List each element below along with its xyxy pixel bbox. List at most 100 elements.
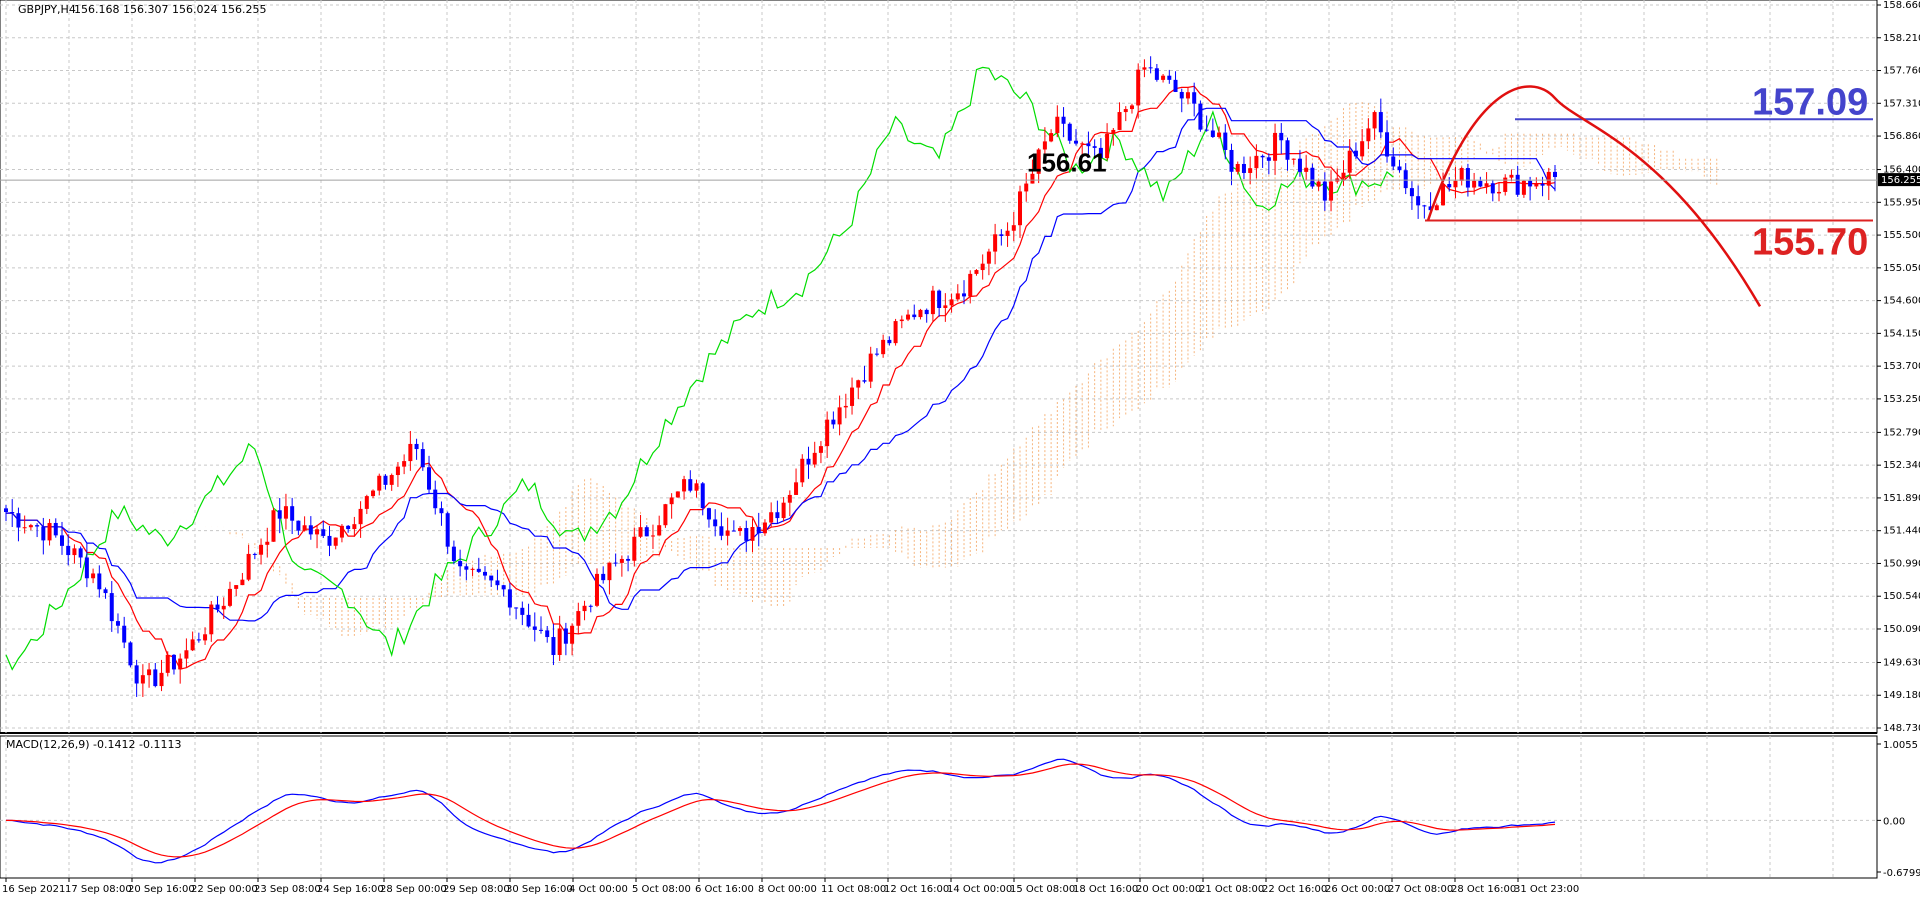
candle-body [980,263,985,271]
candle-body [576,611,581,626]
candle-body [514,607,519,609]
candle-body [1453,180,1458,188]
price-tick-label: 155.500 [1883,230,1920,241]
time-tick-label: 30 Sep 16:00 [506,884,573,895]
candle-body [557,628,562,655]
time-tick-label: 5 Oct 08:00 [632,884,691,895]
candle-body [1447,184,1452,188]
candle-body [464,566,469,570]
candle-body [495,580,500,586]
candle-body [1049,133,1054,142]
price-tick-label: 157.310 [1883,98,1920,109]
candle-body [1422,205,1427,207]
candle-body [246,553,251,580]
candle-body [644,527,649,537]
candle-body [227,588,232,606]
candle-body [290,506,295,521]
candle-body [607,562,612,581]
candle-body [738,528,743,532]
price-tick-label: 158.660 [1883,0,1920,11]
candle-body [1347,150,1352,173]
candle-body [582,605,587,612]
candle-body [570,625,575,644]
candle-body [196,639,201,641]
candle-body [881,339,886,355]
candle-body [103,589,108,594]
candle-body [974,270,979,274]
time-tick-label: 22 Oct 16:00 [1262,884,1327,895]
candle-body [22,527,27,529]
last-price-label: 156.255 [1881,175,1920,186]
candle-body [1341,172,1346,179]
candle-body [1018,191,1023,226]
candle-body [315,529,320,535]
candle-body [1042,141,1047,150]
candle-body [545,630,550,638]
candle-body [1472,180,1477,188]
candle-body [719,526,724,536]
indicator-lines [5,66,1556,671]
candle-body [1235,163,1240,172]
candle-body [1111,129,1116,134]
macd-main-line [5,758,1556,864]
candle-body [271,510,276,542]
candle-body [53,522,58,536]
candle-body [1540,183,1545,186]
price-tick-label: 153.250 [1883,394,1920,405]
candle-body [1360,141,1365,157]
candle-body [725,530,730,536]
price-tick-label: 151.440 [1883,526,1920,537]
candle-body [1297,158,1302,172]
candle-body [1304,167,1309,172]
candle-body [1185,92,1190,99]
candle-body [713,519,718,527]
price-tick-label: 151.890 [1883,493,1920,504]
candle-body [899,319,904,322]
candle-body [930,290,935,315]
macd-panel [5,758,1556,864]
candle-body [663,504,668,526]
price-tick-label: 157.760 [1883,66,1920,77]
annotations: 157.09 155.70 156.61 [1027,81,1873,308]
candle-body [594,573,599,606]
candle-body [72,548,77,556]
candle-body [377,475,382,491]
candle-body [1459,168,1464,181]
candle-body [221,605,226,610]
candles [4,56,1557,697]
candle-body [501,585,506,590]
time-tick-label: 11 Oct 08:00 [821,884,886,895]
candle-body [744,528,749,541]
time-tick-label: 22 Sep 00:00 [191,884,258,895]
candle-body [140,675,145,684]
candle-body [1322,181,1327,201]
candle-body [526,614,531,627]
candle-body [408,443,413,462]
candle-body [682,479,687,492]
price-tick-label: 156.860 [1883,131,1920,142]
candle-body [371,490,376,497]
candle-body [787,494,792,503]
candle-body [843,405,848,408]
candle-body [1285,140,1290,160]
candle-body [806,458,811,465]
candle-body [1528,180,1533,187]
candle-body [800,458,805,483]
candle-body [949,299,954,306]
candle-body [364,496,369,509]
ohlc-header: 156.168 156.307 156.024 156.255 [74,3,266,16]
candle-body [1441,184,1446,206]
candle-body [28,525,33,528]
candle-body [414,443,419,450]
candle-body [1005,230,1010,236]
candle-body [35,525,40,527]
candle-body [1378,112,1383,133]
candle-body [190,639,195,651]
candle-body [302,525,307,531]
candle-body [1279,132,1284,141]
candle-body [632,536,637,561]
candle-body [1546,171,1551,186]
time-tick-label: 12 Oct 16:00 [884,884,949,895]
time-tick-label: 17 Sep 08:00 [65,884,132,895]
candle-body [134,665,139,684]
